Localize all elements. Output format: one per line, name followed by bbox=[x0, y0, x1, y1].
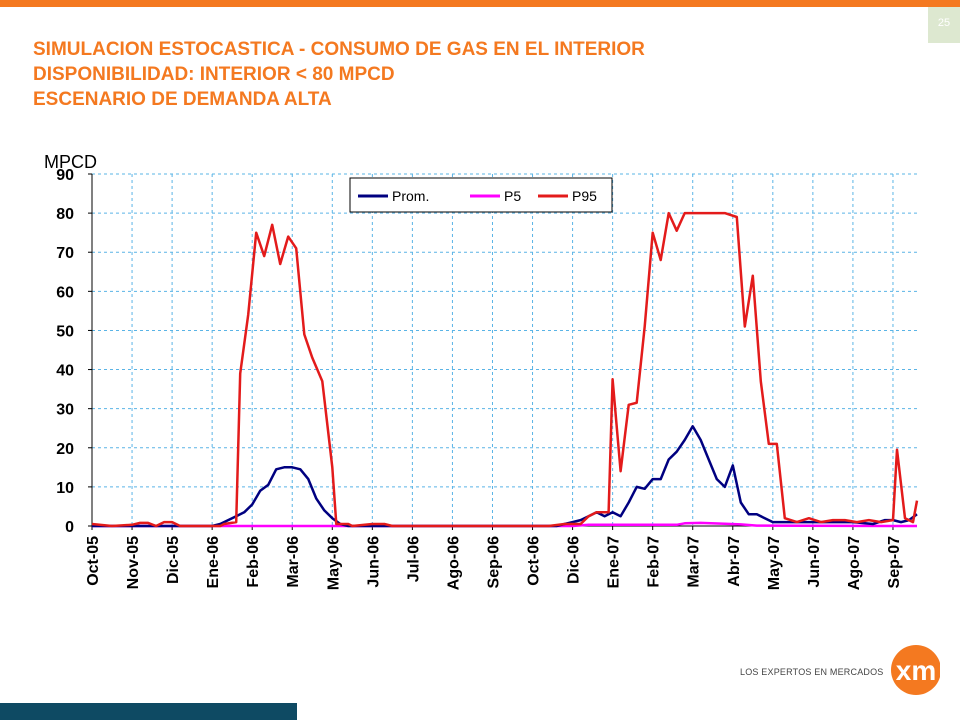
y-tick-label: 40 bbox=[56, 363, 74, 380]
x-tick-label: Oct-06 bbox=[526, 536, 543, 586]
y-tick-label: 20 bbox=[56, 441, 74, 458]
x-tick-label: Oct-05 bbox=[85, 536, 102, 586]
series-lines bbox=[91, 211, 919, 528]
gas-consumption-chart: 0 10 20 30 40 50 60 70 80 90 Oct-05 Nov-05 Dic-05 En… bbox=[44, 152, 919, 590]
x-tick-label: Sep-07 bbox=[886, 536, 903, 589]
y-axis-label: MPCD bbox=[44, 152, 97, 172]
logo-mark-text: xm bbox=[896, 655, 936, 686]
y-tick-label: 0 bbox=[65, 519, 74, 536]
slide-title: SIMULACION ESTOCASTICA - CONSUMO DE GAS … bbox=[33, 37, 913, 112]
x-tick-label: Ene-07 bbox=[606, 536, 623, 589]
chart-legend: Prom. P5 P95 bbox=[349, 177, 613, 213]
y-axis-ticks: 0 10 20 30 40 50 60 70 80 90 bbox=[56, 167, 92, 536]
x-tick-label: Dic-05 bbox=[165, 536, 182, 584]
x-tick-label: Jun-06 bbox=[365, 536, 382, 588]
x-tick-label: May-07 bbox=[766, 536, 783, 590]
x-tick-label: Mar-07 bbox=[686, 536, 703, 588]
footer-bar bbox=[0, 703, 297, 720]
title-line-3: ESCENARIO DE DEMANDA ALTA bbox=[33, 89, 332, 110]
plot-background bbox=[92, 174, 917, 526]
page-number: 25 bbox=[928, 7, 960, 43]
y-tick-label: 10 bbox=[56, 480, 74, 497]
x-tick-label: Dic-06 bbox=[566, 536, 583, 584]
series-line-prom bbox=[92, 425, 918, 528]
x-tick-label: Sep-06 bbox=[485, 536, 502, 589]
x-tick-label: Ene-06 bbox=[205, 536, 222, 589]
x-tick-label: Mar-06 bbox=[285, 536, 302, 588]
series-line-p5 bbox=[92, 521, 917, 528]
x-tick-label: Ago-06 bbox=[445, 536, 462, 590]
top-accent-bar bbox=[0, 0, 960, 7]
logo-tagline: LOS EXPERTOS EN MERCADOS bbox=[740, 667, 884, 677]
y-tick-label: 90 bbox=[56, 167, 74, 184]
y-tick-label: 50 bbox=[56, 323, 74, 340]
x-tick-label: Jul-06 bbox=[405, 536, 422, 582]
xm-logo: LOS EXPERTOS EN MERCADOS xm bbox=[740, 640, 940, 700]
legend-label: Prom. bbox=[392, 188, 429, 204]
title-line-2: DISPONIBILIDAD: INTERIOR < 80 MPCD bbox=[33, 64, 395, 85]
y-tick-label: 30 bbox=[56, 402, 74, 419]
y-tick-label: 80 bbox=[56, 206, 74, 223]
x-tick-label: Jun-07 bbox=[806, 536, 823, 588]
y-tick-label: 60 bbox=[56, 284, 74, 301]
x-tick-label: Feb-07 bbox=[646, 536, 663, 588]
x-tick-label: Ago-07 bbox=[846, 536, 863, 590]
x-tick-label: Nov-05 bbox=[125, 536, 142, 589]
x-axis-ticks: Oct-05 Nov-05 Dic-05 Ene-06 Feb-06 Mar-06 May-… bbox=[85, 526, 903, 590]
title-line-1: SIMULACION ESTOCASTICA - CONSUMO DE GAS … bbox=[33, 39, 645, 60]
legend-label: P5 bbox=[504, 188, 521, 204]
x-tick-label: May-06 bbox=[325, 536, 342, 590]
xm-logo-mark-icon: xm bbox=[891, 645, 940, 695]
plot-area bbox=[92, 174, 917, 526]
x-tick-label: Abr-07 bbox=[726, 536, 743, 587]
y-tick-label: 70 bbox=[56, 245, 74, 262]
x-tick-label: Feb-06 bbox=[245, 536, 262, 588]
series-line-p95 bbox=[91, 211, 919, 528]
legend-label: P95 bbox=[572, 188, 597, 204]
